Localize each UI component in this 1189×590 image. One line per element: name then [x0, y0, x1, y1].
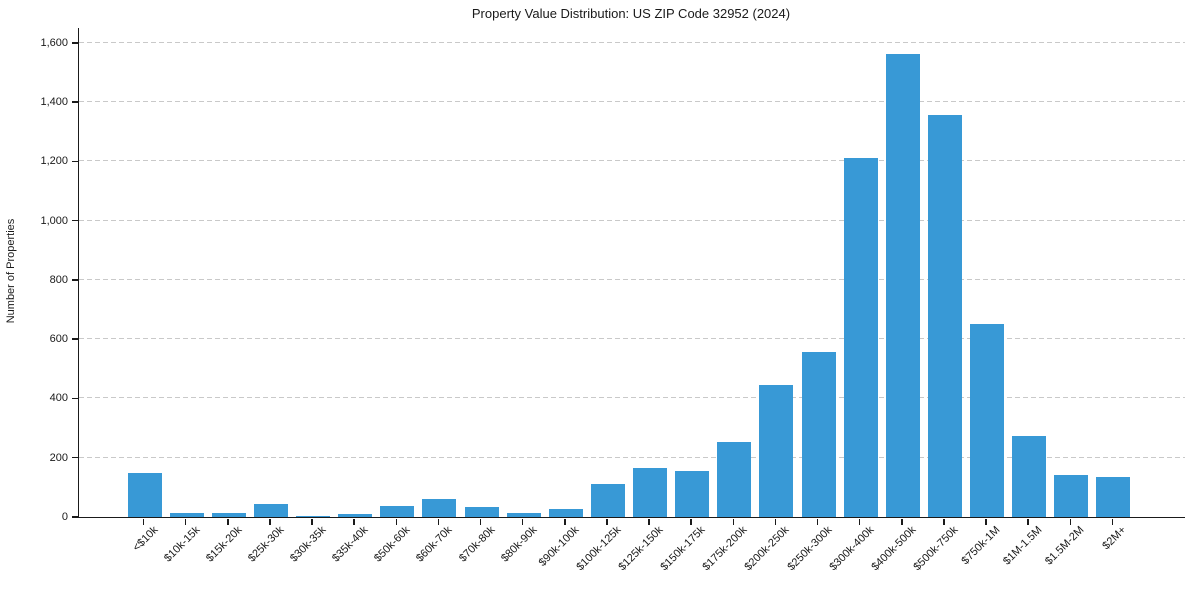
y-tick-mark	[72, 42, 78, 44]
y-tick-label: 800	[49, 273, 68, 286]
x-tick-mark	[269, 518, 271, 525]
bar-$200k-250k	[759, 385, 794, 517]
bar-$500k-750k	[927, 114, 962, 517]
bar-$1.5M-2M	[1054, 475, 1089, 517]
x-tick-mark	[479, 518, 482, 525]
bar-$150k-175k	[675, 470, 710, 517]
bar-$90k-100k	[548, 509, 583, 517]
plot-area	[78, 28, 1185, 518]
bar-$750k-1M	[970, 324, 1005, 517]
y-tick-label: 1,000	[40, 214, 68, 227]
x-tick-mark	[142, 518, 145, 525]
bar-$1M-1.5M	[1012, 436, 1047, 517]
x-tick-mark	[564, 518, 566, 525]
y-tick-label: 400	[49, 392, 68, 405]
bar-$35k-40k	[338, 514, 373, 517]
bar-$100k-125k	[590, 484, 625, 517]
y-tick-label: 200	[49, 451, 68, 464]
x-tick-mark	[690, 518, 692, 525]
x-tick-mark	[901, 518, 903, 525]
x-tick-mark	[395, 518, 398, 525]
bar-<$10k	[127, 472, 162, 517]
bar-$80k-90k	[506, 513, 541, 517]
gridline	[79, 397, 1185, 399]
bar-$300k-400k	[843, 158, 878, 517]
bar-$15k-20k	[211, 512, 246, 517]
x-tick-mark	[1111, 518, 1114, 525]
bar-$125k-150k	[633, 468, 668, 517]
x-tick-mark	[1027, 518, 1029, 525]
gridline	[79, 338, 1185, 340]
x-tick-mark	[985, 518, 987, 525]
x-tick-mark	[311, 518, 313, 525]
y-tick-mark	[72, 338, 78, 340]
bar-$50k-60k	[380, 506, 415, 517]
gridline	[79, 278, 1185, 280]
bar-$400k-500k	[885, 53, 920, 517]
gridline	[79, 101, 1185, 103]
x-tick-mark	[1069, 518, 1072, 525]
bar-$70k-80k	[464, 506, 499, 517]
gridline	[79, 41, 1185, 43]
y-tick-label: 1,600	[40, 36, 68, 49]
x-tick-mark	[732, 518, 735, 525]
y-tick-mark	[72, 219, 78, 222]
bar-$2M+	[1096, 477, 1131, 517]
gridline	[79, 219, 1185, 221]
bar-$25k-30k	[253, 503, 288, 517]
x-tick-mark	[437, 518, 440, 525]
gridline	[79, 456, 1185, 458]
x-tick-mark	[774, 518, 777, 525]
bar-$30k-35k	[296, 515, 331, 517]
x-tick-mark	[648, 518, 650, 525]
y-tick-mark	[72, 279, 78, 281]
y-tick-mark	[72, 397, 78, 400]
bar-$250k-300k	[801, 352, 836, 517]
bar-$175k-200k	[717, 442, 752, 517]
y-tick-mark	[72, 160, 78, 163]
bar-$10k-15k	[169, 512, 204, 517]
y-tick-mark	[72, 101, 78, 103]
chart-title: Property Value Distribution: US ZIP Code…	[471, 6, 791, 21]
x-tick-mark	[353, 518, 355, 525]
gridline	[79, 160, 1185, 162]
y-tick-label: 1,400	[40, 96, 68, 109]
y-tick-label: 0	[61, 511, 68, 523]
x-tick-mark	[606, 518, 608, 525]
x-tick-mark	[184, 518, 187, 525]
y-tick-mark	[72, 516, 78, 518]
y-tick-mark	[72, 456, 78, 459]
y-tick-label: 600	[49, 333, 68, 346]
x-tick-mark	[816, 518, 819, 525]
x-tick-mark	[858, 518, 861, 525]
x-tick-mark	[227, 518, 229, 525]
bar-$60k-70k	[422, 498, 457, 517]
x-tick-mark	[521, 518, 524, 525]
y-tick-label: 1,200	[40, 155, 68, 168]
x-tick-mark	[943, 518, 945, 525]
